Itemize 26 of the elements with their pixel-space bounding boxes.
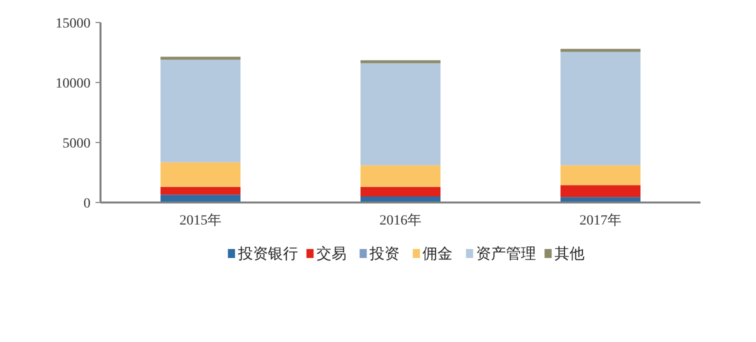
bar [360,60,440,64]
legend-label: 交易 [316,244,346,262]
x-tick-label: 2016年 [380,212,422,228]
legend-label: 资产管理 [476,244,536,262]
bar [360,186,440,196]
bar [360,165,440,187]
bar [360,63,440,166]
y-tick-label: 10000 [56,76,90,92]
legend-label: 佣金 [422,244,453,262]
bar [560,52,640,166]
y-tick-label: 5000 [62,136,90,152]
legend-label: 其他 [554,244,584,262]
x-tick-label: 2015年 [180,212,222,228]
bar [160,186,240,195]
y-tick-label: 0 [84,196,90,212]
bar [160,56,240,60]
bar [160,60,240,162]
bar [160,162,240,187]
bar [560,48,640,52]
x-tick-label: 2017年 [580,212,622,228]
bar [160,194,240,202]
bar [560,165,640,186]
legend-label: 投资银行 [236,244,298,262]
y-tick-label: 15000 [56,16,90,32]
legend-label: 投资 [368,244,400,262]
bar [560,185,640,198]
